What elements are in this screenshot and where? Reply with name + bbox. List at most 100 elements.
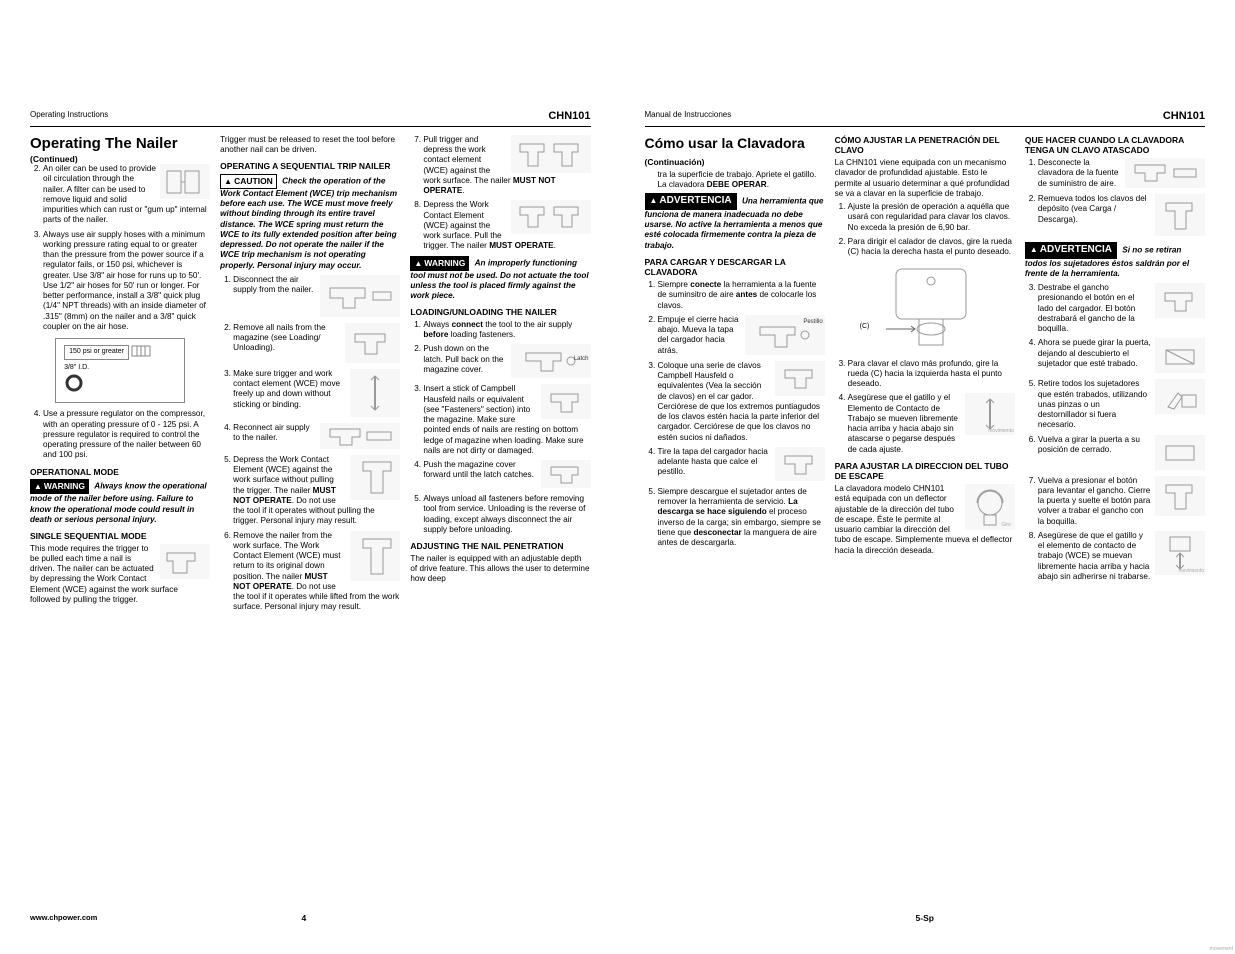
c2-top: Trigger must be released to reset the to…: [220, 135, 400, 156]
fig-remove-nails: [345, 323, 400, 363]
c3-s7: Pull trigger and depress the work contac…: [423, 135, 590, 197]
fig-remueva: [1155, 194, 1205, 236]
es-c3-s4: Ahora se puede girar la puerta, dejando …: [1038, 338, 1205, 375]
fig-reconnect: [320, 423, 400, 449]
footer-site: www.chpower.com: [30, 913, 97, 924]
c3-l1: Always connect the tool to the air suppl…: [423, 320, 590, 341]
columns-es: Cómo usar la Clavadora (Continuación) tr…: [645, 135, 1206, 908]
pen-intro: La CHN101 viene equipada con un mecanism…: [835, 158, 1015, 199]
h-adjust-pen: ADJUSTING THE NAIL PENETRATION: [410, 541, 590, 552]
caution-icon: CAUTION: [220, 174, 277, 189]
warn-improper: WARNING An improperly functioning tool m…: [410, 256, 590, 302]
fig-push-cover: [541, 460, 591, 488]
h-cargar: PARA CARGAR Y DESCARGAR LA CLAVADORA: [645, 257, 825, 278]
es-c3-s2: Remueva todos los clavos del depósito (v…: [1038, 194, 1205, 238]
c2-s6: Remove the nailer from the work surface.…: [233, 531, 400, 613]
warn-opmode: WARNING Always know the operational mode…: [30, 479, 210, 525]
fig-tire: [775, 447, 825, 481]
h-atascado: QUE HACER CUANDO LA CLAVADORA TENGA UN C…: [1025, 135, 1205, 156]
c2-s4: Reconnect air supply to the nailer.: [233, 423, 400, 451]
es-c3-s8: movimiento Asegúrese de que el gatillo y…: [1038, 531, 1205, 582]
es-c3-s7: Vuelva a presionar el botón para levanta…: [1038, 476, 1205, 527]
es-c2-s1: Ajuste la presión de operación a aquélla…: [848, 202, 1015, 233]
es-c2-s2: Para dirigir el calador de clavos, gire …: [848, 237, 1015, 355]
es-c2-s4: movimiento Asegúrese que el gatillo y el…: [848, 393, 1015, 455]
es-c2-s3: Para clavar el clavo más profundo, gire …: [848, 359, 1015, 390]
fig-vuelva-girar: [1155, 435, 1205, 470]
es-col2: CÓMO AJUSTAR LA PENETRACIÓN DEL CLAVO La…: [835, 135, 1015, 908]
c3-l2: Latch Push down on the latch. Pull back …: [423, 344, 590, 380]
c2-s2: Remove all nails from the magazine (see …: [233, 323, 400, 365]
es-c3-s1: Desconecte la clavadora de la fuente de …: [1038, 158, 1205, 190]
fig-presionar: [1155, 476, 1205, 516]
page-header-en: Operating Instructions CHN101: [30, 110, 591, 127]
h-single-seq: SINGLE SEQUENTIAL MODE: [30, 531, 210, 542]
page-spanish: Manual de Instrucciones CHN101 Cómo usar…: [645, 110, 1206, 924]
fig-giro: Giro: [965, 484, 1015, 530]
es-c3-s5: Retire todos los sujetadores que estén t…: [1038, 379, 1205, 430]
en-col1: Operating The Nailer (Continued) An oile…: [30, 135, 210, 908]
fig-desconecte: [1125, 158, 1205, 188]
continued-en: (Continued): [30, 154, 210, 165]
es-c3-s6: Vuelva a girar la puerta a su posición d…: [1038, 435, 1205, 472]
c3-l3: Insert a stick of Campbell Hausfeld nail…: [423, 384, 590, 456]
model-en: CHN101: [548, 110, 590, 124]
fig-girar-puerta: [1155, 338, 1205, 373]
advertencia-icon: ADVERTENCIA: [645, 193, 737, 210]
doc-type-es: Manual de Instrucciones: [645, 110, 732, 124]
fig-asegurese: movimiento: [1155, 531, 1205, 575]
fig-depress-wce: [511, 200, 591, 234]
caution-wce: CAUTION Check the operation of the Work …: [220, 174, 400, 271]
en-col2: Trigger must be released to reset the to…: [220, 135, 400, 908]
fig-wce-move: movement: [350, 369, 400, 417]
en-c1-item2: An oiler can be used to provide oil circ…: [43, 164, 210, 226]
en-c1-item3: Always use air supply hoses with a minim…: [43, 230, 210, 333]
fig-destrabe: [1155, 283, 1205, 318]
c3-s8: Depress the Work Contact Element (WCE) a…: [423, 200, 590, 251]
es-c1-s2: Pestillo Empuje el cierre hacia abajo. M…: [658, 315, 825, 357]
warning-icon: WARNING: [30, 479, 89, 494]
es-col1: Cómo usar la Clavadora (Continuación) tr…: [645, 135, 825, 908]
fig-disconnect: [320, 275, 400, 317]
adv-herramienta: ADVERTENCIA Una herramienta que funciona…: [645, 193, 825, 251]
advertencia-icon: ADVERTENCIA: [1025, 242, 1117, 259]
c3-l5: Always unload all fasteners before remov…: [423, 494, 590, 535]
es-c3-s3: Destrabe el gancho presionando el botón …: [1038, 283, 1205, 334]
es-c1-s1: Siempre conecte la herramienta a la fuen…: [658, 280, 825, 311]
h-loading: LOADING/UNLOADING THE NAILER: [410, 307, 590, 318]
pagenum-en: 4: [97, 913, 510, 924]
fig-latch: Latch: [511, 344, 591, 378]
es-top: tra la superficie de trabajo. Apriete el…: [645, 170, 825, 191]
pagenum-es: 5-Sp: [725, 913, 1126, 924]
page-english: Operating Instructions CHN101 Operating …: [30, 110, 591, 924]
c3-l4: Push the magazine cover forward until th…: [423, 460, 590, 490]
psi-diagram: 150 psi or greater 3/8" I.D.: [55, 338, 185, 403]
h-operational-mode: OPERATIONAL MODE: [30, 467, 210, 478]
fig-insert: [541, 384, 591, 419]
title-en: Operating The Nailer: [30, 135, 210, 154]
columns-en: Operating The Nailer (Continued) An oile…: [30, 135, 591, 908]
fig-oiler: [160, 164, 210, 199]
fig-coloque: [775, 361, 825, 396]
fig-seq: [160, 544, 210, 579]
fig-depress: [350, 455, 400, 500]
h-tubo: PARA AJUSTAR LA DIRECCION DEL TUBO DE ES…: [835, 461, 1015, 482]
warning-icon: WARNING: [410, 256, 469, 271]
fig-movimiento: movimiento: [965, 393, 1015, 435]
en-col3: Pull trigger and depress the work contac…: [410, 135, 590, 908]
c2-s1: Disconnect the air supply from the naile…: [233, 275, 400, 319]
footer-en: www.chpower.com 4: [30, 907, 591, 924]
footer-es: 5-Sp: [645, 907, 1206, 924]
adv-sujetadores: ADVERTENCIA Si no se retiran todos los s…: [1025, 242, 1205, 279]
es-c1-s4: Tire la tapa del cargador hacia adelante…: [658, 447, 825, 483]
model-es: CHN101: [1163, 110, 1205, 124]
es-col3: QUE HACER CUANDO LA CLAVADORA TENGA UN C…: [1025, 135, 1205, 908]
en-c1-item4: Use a pressure regulator on the compress…: [43, 409, 210, 460]
fig-remove: [350, 531, 400, 581]
c2-s5: Depress the Work Contact Element (WCE) a…: [233, 455, 400, 527]
adj-text: The nailer is equipped with an adjustabl…: [410, 554, 590, 585]
es-c1-s3: Coloque una serie de clavos Campbell Hau…: [658, 361, 825, 443]
fig-pestillo: Pestillo: [745, 315, 825, 355]
h-seq-nailer: OPERATING A SEQUENTIAL TRIP NAILER: [220, 161, 400, 172]
doc-type-en: Operating Instructions: [30, 110, 108, 124]
